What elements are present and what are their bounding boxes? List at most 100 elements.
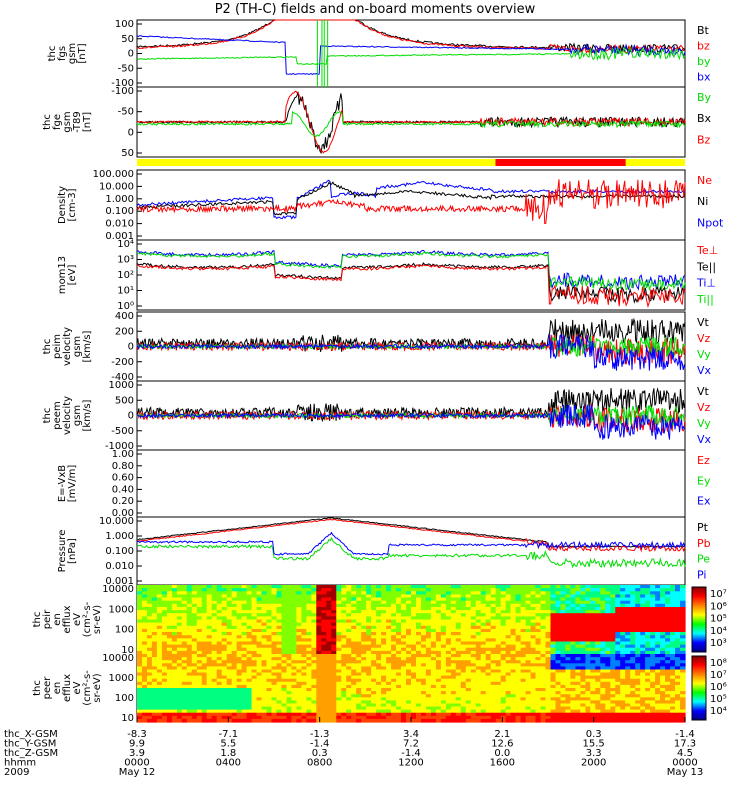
spectrogram-cell xyxy=(191,607,198,611)
spectrogram-cell xyxy=(460,694,467,698)
spectrogram-cell xyxy=(560,635,567,639)
spectrogram-cell xyxy=(525,628,532,633)
spectrogram-cell xyxy=(351,718,357,723)
spectrogram-cell xyxy=(137,672,143,677)
spectrogram-cell xyxy=(206,619,213,624)
spectrogram-cell xyxy=(630,644,636,649)
spectrogram-cell xyxy=(166,591,173,595)
spectrogram-cell xyxy=(326,672,332,677)
spectrogram-cell xyxy=(246,688,253,692)
spectrogram-cell xyxy=(570,591,576,595)
spectrogram-cell xyxy=(550,619,557,624)
spectrogram-cell xyxy=(176,597,183,602)
spectrogram-cell xyxy=(570,675,576,680)
spectrogram-cell xyxy=(156,647,163,652)
spectrogram-cell xyxy=(610,616,616,621)
spectrogram-cell xyxy=(371,660,377,664)
spectrogram-cell xyxy=(540,694,547,698)
spectrogram-cell xyxy=(201,666,208,671)
spectrogram-cell xyxy=(271,718,278,723)
spectrogram-cell xyxy=(510,619,517,624)
spectrogram-cell xyxy=(635,688,641,692)
spectrogram-cell xyxy=(680,600,686,605)
spectrogram-cell xyxy=(286,585,293,589)
spectrogram-cell xyxy=(411,585,417,589)
spectrogram-cell xyxy=(176,594,183,599)
spectrogram-cell xyxy=(216,625,223,630)
spectrogram-cell xyxy=(246,647,253,652)
spectrogram-cell xyxy=(331,619,337,624)
spectrogram-cell xyxy=(655,663,661,667)
spectrogram-cell xyxy=(600,588,606,592)
spectrogram-cell xyxy=(470,588,477,592)
spectrogram-cell xyxy=(645,678,651,683)
spectrogram-cell xyxy=(381,703,387,708)
spectrogram-cell xyxy=(216,591,223,595)
spectrogram-cell xyxy=(630,694,636,698)
spectrogram-cell xyxy=(570,666,576,671)
spectrogram-cell xyxy=(201,688,208,692)
spectrogram-cell xyxy=(376,709,382,714)
spectrogram-cell xyxy=(500,697,507,701)
spectrogram-cell xyxy=(251,600,258,605)
spectrogram-cell xyxy=(156,718,163,723)
spectrogram-cell xyxy=(600,688,606,692)
spectrogram-cell xyxy=(575,697,581,701)
spectrogram-cell xyxy=(371,694,377,698)
spectrogram-cell xyxy=(515,660,522,664)
spectrogram-cell xyxy=(430,597,437,602)
spectrogram-cell xyxy=(296,610,302,614)
spectrogram-cell xyxy=(296,700,302,705)
spectrogram-cell xyxy=(336,657,342,661)
spectrogram-cell xyxy=(156,700,163,705)
spectrogram-cell xyxy=(336,597,342,602)
spectrogram-cell xyxy=(500,706,507,711)
spectrogram-cell xyxy=(396,597,402,602)
spectrogram-cell xyxy=(176,672,183,677)
spectrogram-cell xyxy=(161,597,168,602)
spectrogram-cell xyxy=(570,632,576,636)
spectrogram-cell xyxy=(301,625,307,630)
spectrogram-cell xyxy=(430,657,437,661)
spectrogram-cell xyxy=(266,669,273,674)
tick-label-efield: 1.00 xyxy=(112,449,134,460)
spectrogram-cell xyxy=(296,675,302,680)
spectrogram-cell xyxy=(540,650,547,655)
spectrogram-cell xyxy=(615,700,621,705)
spectrogram-cell xyxy=(550,591,557,595)
spectrogram-cell xyxy=(256,706,263,711)
spectrogram-cell xyxy=(186,669,193,674)
spectrogram-cell xyxy=(321,657,327,661)
spectrogram-cell xyxy=(590,684,596,689)
status-bar-active xyxy=(495,159,626,166)
spectrogram-cell xyxy=(151,706,158,711)
spectrogram-cell xyxy=(271,697,278,701)
spectrogram-cell xyxy=(371,641,377,646)
spectrogram-cell xyxy=(206,706,213,711)
spectrogram-cell xyxy=(505,585,512,589)
spectrogram-cell xyxy=(381,647,387,652)
spectrogram-cell xyxy=(500,654,507,658)
spectrogram-cell xyxy=(605,588,611,592)
spectrogram-cell xyxy=(231,594,238,599)
spectrogram-cell xyxy=(540,616,547,621)
spectrogram-cell xyxy=(615,638,621,642)
spectrogram-cell xyxy=(231,706,238,711)
spectrogram-cell xyxy=(181,678,188,683)
spectrogram-cell xyxy=(326,619,332,624)
spectrogram-cell xyxy=(361,666,367,671)
colorbar-label-peer: 10⁴ xyxy=(710,706,727,717)
spectrogram-cell xyxy=(251,675,258,680)
spectrogram-cell xyxy=(306,715,312,720)
spectrogram-cell xyxy=(306,678,312,683)
spectrogram-cell xyxy=(615,613,621,617)
spectrogram-cell xyxy=(406,594,412,599)
spectrogram-cell xyxy=(356,700,362,705)
spectrogram-cell xyxy=(161,600,168,605)
spectrogram-cell xyxy=(386,638,392,642)
spectrogram-cell xyxy=(640,607,646,611)
spectrogram-cell xyxy=(316,585,322,589)
spectrogram-cell xyxy=(515,650,522,655)
spectrogram-cell xyxy=(411,654,417,658)
spectrogram-cell xyxy=(465,697,472,701)
